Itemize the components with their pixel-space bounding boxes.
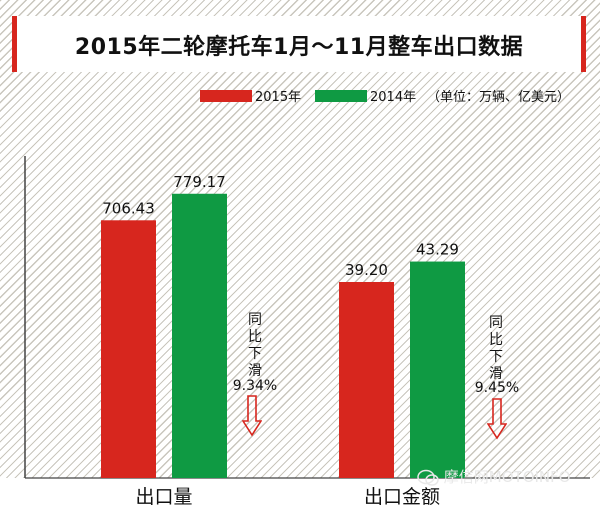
- chart-title: 2015年二轮摩托车1月～11月整车出口数据: [74, 35, 524, 60]
- decline-note-volume: 同比下滑: [240, 312, 270, 380]
- title-accent-left: [12, 16, 17, 72]
- unit-label: （单位：万辆、亿美元）: [427, 90, 571, 105]
- decline-note-volume-text: 同比下滑: [248, 312, 262, 379]
- legend-label-2014: 2014年: [370, 90, 417, 105]
- legend-item-2014: 2014年: [315, 86, 416, 105]
- watermark: 摩信网MOTOINFO: [417, 466, 571, 487]
- data-label-2015-1: 39.20: [345, 261, 388, 279]
- legend-swatch-2014: [315, 89, 367, 102]
- down-arrow-icon: [487, 398, 507, 440]
- category-label-1: 出口金额: [364, 486, 440, 508]
- bar-2015-1: [339, 282, 394, 478]
- legend-label-2015: 2015年: [255, 90, 302, 105]
- wechat-icon: [417, 469, 439, 486]
- title-accent-right: [581, 16, 586, 72]
- bar-2014-0: [172, 193, 227, 478]
- decline-note-value-value-box: 9.45%: [470, 376, 524, 396]
- watermark-text: 摩信网MOTOINFO: [443, 468, 571, 486]
- down-arrow-icon: [242, 395, 262, 437]
- category-axis-band: [0, 478, 600, 509]
- decline-note-value: 同比下滑: [481, 315, 511, 383]
- category-label-0: 出口量: [135, 486, 192, 508]
- bar-2015-0: [101, 220, 156, 478]
- data-label-2014-1: 43.29: [416, 241, 459, 259]
- decline-note-volume-value-box: 9.34%: [228, 374, 282, 394]
- legend-item-2015: 2015年: [200, 86, 301, 105]
- data-label-2014-0: 779.17: [173, 173, 226, 191]
- decline-note-volume-value: 9.34%: [232, 378, 278, 394]
- decline-note-value-text: 同比下滑: [489, 315, 503, 382]
- bar-2014-1: [410, 261, 465, 478]
- data-label-2015-0: 706.43: [102, 199, 155, 217]
- legend-swatch-2015: [200, 89, 252, 102]
- decline-note-value-value: 9.45%: [474, 380, 520, 396]
- title-box: 2015年二轮摩托车1月～11月整车出口数据: [12, 16, 586, 72]
